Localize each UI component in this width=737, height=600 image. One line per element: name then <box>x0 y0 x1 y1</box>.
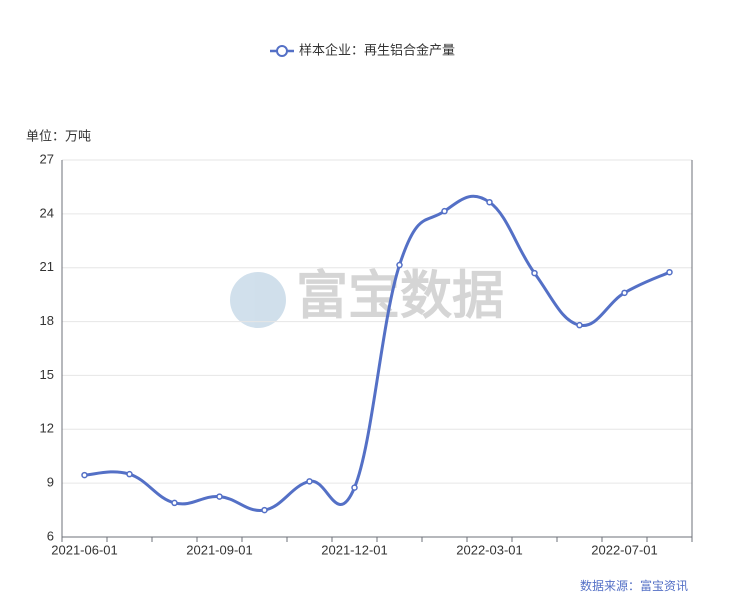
data-point <box>216 493 223 500</box>
watermark-logo <box>230 272 286 328</box>
watermark-text: 富宝数据 <box>296 268 504 326</box>
x-tick-label: 2021-09-01 <box>186 542 253 557</box>
watermark: 富宝数据 <box>230 268 504 328</box>
x-tick-label: 2022-07-01 <box>591 542 658 557</box>
series-line <box>84 194 671 512</box>
data-point <box>171 499 178 507</box>
data-point <box>81 471 88 479</box>
source: 数据来源：富宝资讯 <box>580 578 688 593</box>
y-tick-label: 12 <box>40 421 54 436</box>
legend-text: 样本企业：再生铝合金产量 <box>299 42 455 57</box>
y-axis-label: 单位：万吨 <box>26 128 91 143</box>
y-tick-label: 27 <box>40 151 54 166</box>
legend-marker <box>276 45 288 57</box>
x-tick-label: 2021-12-01 <box>321 542 388 557</box>
y-tick-label: 6 <box>47 528 54 543</box>
y-tick-label: 15 <box>40 367 54 382</box>
data-point <box>621 289 628 297</box>
data-point <box>351 484 358 491</box>
x-tick-label: 2022-03-01 <box>456 542 523 557</box>
y-tick-label: 21 <box>40 259 54 274</box>
data-point <box>486 198 493 206</box>
data-point <box>126 470 133 478</box>
data-point <box>576 321 583 329</box>
x-tick-label: 2021-06-01 <box>51 542 118 557</box>
data-point <box>441 207 448 215</box>
y-tick-label: 24 <box>40 205 54 220</box>
y-tick-label: 18 <box>40 313 54 328</box>
data-point <box>531 269 538 277</box>
data-point <box>666 268 673 276</box>
y-tick-label: 9 <box>47 475 54 490</box>
data-point <box>306 478 313 485</box>
data-point <box>261 506 268 514</box>
data-point <box>396 261 403 269</box>
